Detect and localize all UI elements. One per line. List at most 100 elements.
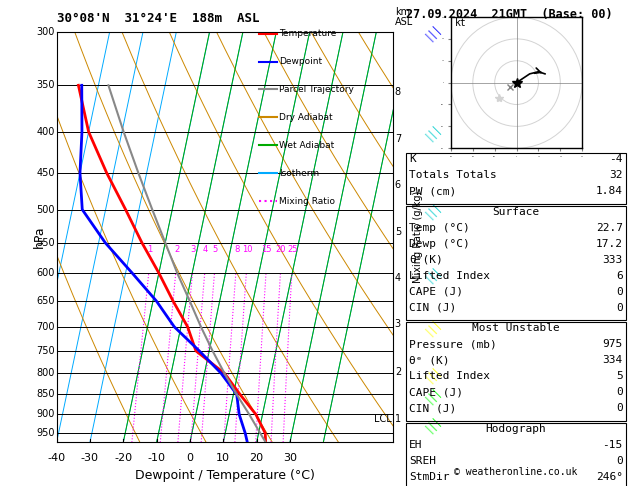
Text: 25: 25 — [287, 245, 298, 254]
Text: K: K — [409, 154, 416, 164]
Text: © weatheronline.co.uk: © weatheronline.co.uk — [454, 467, 577, 477]
Text: 350: 350 — [36, 80, 55, 90]
Text: θᵉ(K): θᵉ(K) — [409, 255, 443, 265]
Text: 0: 0 — [186, 452, 194, 463]
Text: CAPE (J): CAPE (J) — [409, 287, 463, 297]
Text: CAPE (J): CAPE (J) — [409, 387, 463, 398]
Text: 0: 0 — [616, 287, 623, 297]
Text: │││: │││ — [421, 316, 443, 337]
Text: Wet Adiabat: Wet Adiabat — [279, 141, 335, 150]
Text: 8: 8 — [234, 245, 240, 254]
Text: -15: -15 — [603, 440, 623, 450]
Text: 334: 334 — [603, 355, 623, 365]
Text: 2: 2 — [174, 245, 179, 254]
Text: hPa: hPa — [33, 226, 47, 248]
Text: 400: 400 — [36, 127, 55, 137]
Text: 6: 6 — [616, 271, 623, 281]
Text: 550: 550 — [36, 238, 55, 248]
Text: │││: │││ — [421, 384, 443, 405]
Text: 0: 0 — [616, 456, 623, 466]
Text: │││: │││ — [421, 199, 443, 220]
Text: 10: 10 — [216, 452, 230, 463]
Text: Dewp (°C): Dewp (°C) — [409, 239, 470, 249]
Text: 7: 7 — [395, 134, 401, 144]
Text: │││: │││ — [421, 363, 443, 384]
Text: Mixing Ratio (g/kg): Mixing Ratio (g/kg) — [413, 191, 423, 283]
Text: Dry Adiabat: Dry Adiabat — [279, 113, 333, 122]
Text: 600: 600 — [36, 268, 55, 278]
Text: -10: -10 — [148, 452, 165, 463]
Text: Surface: Surface — [492, 207, 540, 217]
Text: │││: │││ — [421, 122, 443, 142]
Text: 3: 3 — [191, 245, 196, 254]
Text: Pressure (mb): Pressure (mb) — [409, 339, 497, 349]
Text: 5: 5 — [213, 245, 218, 254]
Text: 5: 5 — [395, 227, 401, 237]
Text: │││: │││ — [421, 21, 443, 42]
Text: 2: 2 — [395, 366, 401, 377]
Text: 800: 800 — [36, 368, 55, 378]
Text: 30: 30 — [283, 452, 297, 463]
Text: LCL: LCL — [374, 414, 392, 424]
Text: 22.7: 22.7 — [596, 223, 623, 233]
Text: 246°: 246° — [596, 472, 623, 482]
Text: Parcel Trajectory: Parcel Trajectory — [279, 85, 354, 94]
Text: PW (cm): PW (cm) — [409, 186, 456, 196]
Text: 27.09.2024  21GMT  (Base: 00): 27.09.2024 21GMT (Base: 00) — [406, 8, 612, 21]
Text: 3: 3 — [395, 319, 401, 329]
Text: 1.84: 1.84 — [596, 186, 623, 196]
Text: 500: 500 — [36, 205, 55, 215]
Text: -4: -4 — [610, 154, 623, 164]
Text: Isotherm: Isotherm — [279, 169, 320, 178]
Text: Totals Totals: Totals Totals — [409, 170, 497, 180]
Text: │││: │││ — [421, 414, 443, 434]
Text: 15: 15 — [262, 245, 272, 254]
Text: 650: 650 — [36, 296, 55, 306]
Text: 700: 700 — [36, 322, 55, 332]
Text: Dewpoint: Dewpoint — [279, 57, 323, 66]
Text: CIN (J): CIN (J) — [409, 303, 456, 313]
Text: Most Unstable: Most Unstable — [472, 323, 560, 333]
Text: 10: 10 — [242, 245, 252, 254]
Text: Temperature: Temperature — [279, 29, 337, 38]
Text: 8: 8 — [395, 87, 401, 97]
Text: 950: 950 — [36, 428, 55, 438]
Text: 750: 750 — [36, 346, 55, 356]
Text: 0: 0 — [616, 403, 623, 414]
Text: 17.2: 17.2 — [596, 239, 623, 249]
Text: 975: 975 — [603, 339, 623, 349]
Text: 850: 850 — [36, 389, 55, 399]
Text: Lifted Index: Lifted Index — [409, 371, 490, 382]
Text: CIN (J): CIN (J) — [409, 403, 456, 414]
Text: 300: 300 — [36, 27, 55, 36]
Text: StmDir: StmDir — [409, 472, 449, 482]
Text: 4: 4 — [203, 245, 208, 254]
Text: EH: EH — [409, 440, 422, 450]
Text: 450: 450 — [36, 168, 55, 178]
Text: 20: 20 — [276, 245, 286, 254]
Text: Hodograph: Hodograph — [486, 424, 546, 434]
Text: -40: -40 — [48, 452, 65, 463]
Text: 0: 0 — [616, 303, 623, 313]
Text: Dewpoint / Temperature (°C): Dewpoint / Temperature (°C) — [135, 469, 314, 482]
Text: 6: 6 — [395, 180, 401, 190]
Text: SREH: SREH — [409, 456, 436, 466]
Text: │││: │││ — [421, 262, 443, 283]
Text: 5: 5 — [616, 371, 623, 382]
Text: -30: -30 — [81, 452, 99, 463]
Text: 4: 4 — [395, 273, 401, 283]
Text: Mixing Ratio: Mixing Ratio — [279, 197, 335, 206]
Text: -20: -20 — [114, 452, 132, 463]
Text: θᵉ (K): θᵉ (K) — [409, 355, 449, 365]
Text: 1: 1 — [147, 245, 153, 254]
Text: 32: 32 — [610, 170, 623, 180]
Text: 333: 333 — [603, 255, 623, 265]
Text: 20: 20 — [250, 452, 264, 463]
Text: Temp (°C): Temp (°C) — [409, 223, 470, 233]
Text: Lifted Index: Lifted Index — [409, 271, 490, 281]
Text: 1: 1 — [395, 414, 401, 424]
Text: kt: kt — [455, 18, 467, 28]
Text: 0: 0 — [616, 387, 623, 398]
Text: 30°08'N  31°24'E  188m  ASL: 30°08'N 31°24'E 188m ASL — [57, 12, 259, 25]
Text: km
ASL: km ASL — [395, 7, 413, 28]
